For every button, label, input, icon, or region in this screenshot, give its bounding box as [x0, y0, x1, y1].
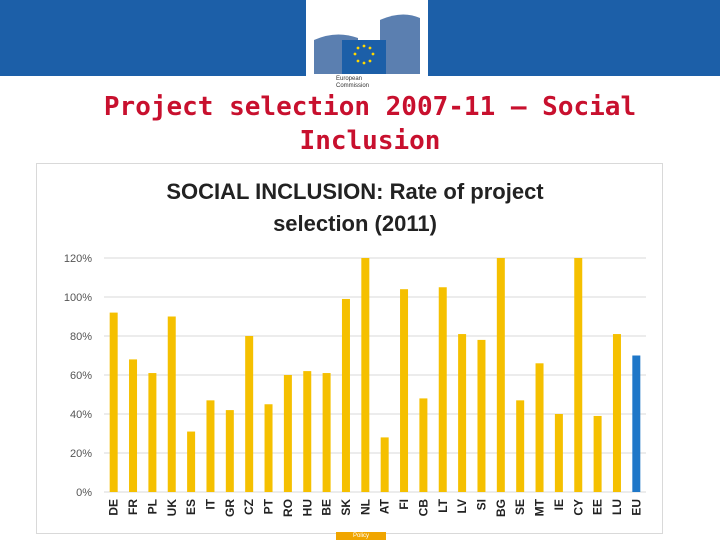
- x-tick-label: BE: [320, 499, 334, 516]
- logo-caption-line1: European: [336, 76, 363, 82]
- x-tick-label: PT: [262, 498, 276, 514]
- bar-se: [516, 400, 525, 492]
- bar-be: [322, 373, 331, 492]
- bar-fr: [129, 359, 138, 492]
- commission-building-icon: [314, 14, 420, 75]
- y-tick-label: 100%: [64, 292, 92, 304]
- y-tick-label: 40%: [70, 409, 92, 421]
- x-tick-label: IT: [203, 498, 217, 509]
- chart-title-line1: SOCIAL INCLUSION: Rate of project: [166, 179, 544, 204]
- x-tick-label: AT: [378, 498, 392, 514]
- x-tick-label: BG: [494, 499, 508, 517]
- bar-bg: [496, 258, 505, 492]
- bar-ee: [593, 415, 602, 492]
- y-tick-label: 120%: [64, 253, 92, 265]
- bar-lv: [458, 334, 467, 492]
- x-tick-label: CY: [571, 499, 585, 516]
- y-tick-label: 60%: [70, 370, 92, 382]
- logo-caption-line2: Commission: [336, 83, 370, 89]
- bar-es: [187, 431, 196, 492]
- slide-title-line2: Inclusion: [299, 126, 441, 156]
- footer-tag: Policy: [336, 532, 386, 540]
- bar-ie: [554, 414, 563, 492]
- y-tick-label: 0%: [76, 487, 92, 499]
- x-tick-label: EU: [629, 499, 643, 516]
- bar-pt: [264, 404, 273, 492]
- x-tick-label: ES: [184, 499, 198, 515]
- x-tick-label: RO: [281, 499, 295, 517]
- y-tick-label: 20%: [70, 448, 92, 460]
- x-tick-label: LU: [610, 499, 624, 515]
- slide-title: Project selection 2007-11 – Social Inclu…: [40, 90, 700, 158]
- x-tick-label: EE: [591, 499, 605, 515]
- bar-it: [206, 400, 215, 492]
- x-tick-label: IE: [552, 499, 566, 510]
- bar-lu: [612, 334, 621, 492]
- bar-nl: [361, 258, 370, 492]
- x-tick-label: NL: [358, 499, 372, 515]
- bar-fi: [400, 289, 409, 492]
- y-tick-label: 80%: [70, 331, 92, 343]
- x-tick-label: LV: [455, 499, 469, 513]
- bar-cy: [574, 258, 583, 492]
- bar-lt: [438, 287, 447, 492]
- chart-title: SOCIAL INCLUSION: Rate of project select…: [90, 176, 620, 240]
- x-tick-label: UK: [165, 499, 179, 517]
- bar-hu: [303, 371, 312, 492]
- bar-pl: [148, 373, 157, 492]
- x-tick-label: SE: [513, 499, 527, 515]
- chart-title-line2: selection (2011): [273, 211, 437, 236]
- x-tick-label: CB: [416, 499, 430, 517]
- bar-si: [477, 339, 486, 492]
- bar-ro: [283, 375, 292, 492]
- bar-at: [380, 437, 389, 492]
- x-tick-label: GR: [223, 499, 237, 517]
- x-tick-label: CZ: [242, 499, 256, 515]
- x-tick-label: LT: [436, 498, 450, 512]
- european-commission-logo: European Commission: [306, 0, 428, 98]
- bar-uk: [167, 316, 176, 492]
- bar-mt: [535, 363, 544, 492]
- bar-eu: [632, 355, 641, 492]
- x-tick-label: FI: [397, 499, 411, 510]
- x-tick-label: MT: [533, 498, 547, 516]
- x-tick-label: PL: [145, 499, 159, 514]
- eu-stars-icon: [353, 44, 375, 65]
- x-tick-label: SI: [474, 499, 488, 510]
- bar-de: [109, 312, 118, 492]
- x-tick-label: HU: [300, 499, 314, 516]
- slide-title-line1: Project selection 2007-11 – Social: [103, 92, 637, 122]
- bar-cb: [419, 398, 428, 492]
- x-tick-label: SK: [339, 499, 353, 516]
- bar-cz: [245, 336, 254, 492]
- x-tick-label: FR: [126, 499, 140, 515]
- bar-sk: [341, 298, 350, 492]
- bar-gr: [225, 410, 234, 492]
- x-tick-label: DE: [107, 499, 121, 516]
